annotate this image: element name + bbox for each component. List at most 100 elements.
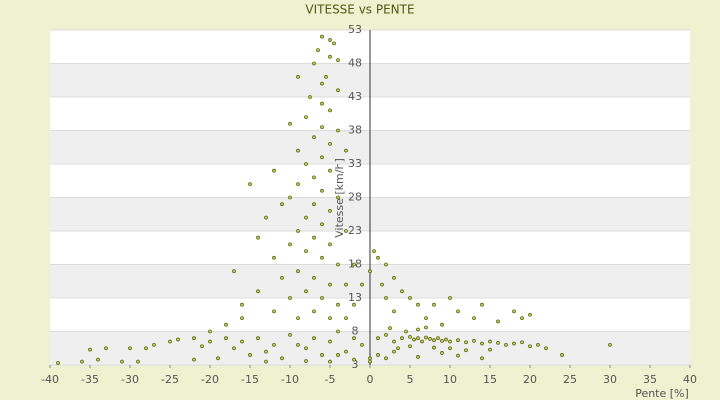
point: [352, 262, 356, 267]
point: [320, 125, 324, 130]
point: [504, 342, 508, 347]
point: [240, 339, 244, 344]
point: [320, 101, 324, 106]
point: [528, 312, 532, 317]
point: [528, 344, 532, 349]
point: [144, 346, 148, 351]
point: [320, 222, 324, 227]
x-tick-label: 10: [443, 373, 457, 386]
x-tick-label: 40: [683, 373, 697, 386]
point: [392, 275, 396, 280]
point: [324, 75, 328, 79]
point: [264, 359, 268, 364]
point: [312, 175, 316, 180]
point: [296, 148, 300, 153]
point: [416, 302, 420, 307]
point: [416, 336, 420, 341]
point: [120, 359, 124, 364]
point: [360, 342, 364, 347]
point: [448, 346, 452, 351]
point: [376, 353, 380, 357]
point: [312, 235, 316, 240]
point: [240, 316, 244, 321]
point: [536, 342, 540, 347]
point: [420, 339, 424, 344]
point: [352, 336, 356, 341]
point: [256, 336, 260, 341]
point: [328, 282, 332, 287]
point: [436, 336, 440, 341]
point: [320, 81, 324, 86]
x-tick-label: -5: [325, 373, 336, 386]
point: [544, 346, 548, 351]
point: [380, 282, 384, 287]
point: [440, 351, 444, 355]
point: [480, 341, 484, 346]
point: [248, 353, 252, 357]
point: [336, 329, 340, 334]
point: [372, 249, 376, 254]
point: [288, 121, 292, 126]
point: [336, 88, 340, 93]
point: [360, 282, 364, 287]
x-tick-label: 0: [367, 373, 374, 386]
point: [248, 182, 252, 187]
point: [488, 339, 492, 344]
point: [304, 115, 308, 119]
point: [384, 332, 388, 337]
point: [428, 336, 432, 341]
point: [448, 339, 452, 344]
point: [320, 255, 324, 260]
point: [312, 61, 316, 66]
point: [104, 346, 108, 351]
point: [272, 342, 276, 347]
point: [344, 148, 348, 153]
point: [240, 302, 244, 307]
point: [80, 359, 84, 364]
point: [336, 195, 340, 200]
point: [192, 336, 196, 341]
point: [136, 359, 140, 364]
point: [328, 54, 332, 59]
point: [304, 289, 308, 294]
point: [512, 309, 516, 314]
point: [344, 282, 348, 287]
point: [192, 357, 196, 362]
x-tick-label: -15: [241, 373, 259, 386]
point: [328, 316, 332, 321]
point: [376, 255, 380, 260]
point: [264, 215, 268, 220]
y-tick-label: 28: [348, 191, 362, 204]
point: [392, 339, 396, 344]
point: [368, 359, 372, 364]
y-tick-label: 43: [348, 90, 362, 103]
point: [520, 316, 524, 321]
point: [384, 356, 388, 361]
x-tick-label: -20: [201, 373, 219, 386]
point: [256, 235, 260, 240]
point: [232, 346, 236, 351]
point: [424, 316, 428, 321]
point: [464, 340, 468, 345]
point: [488, 347, 492, 352]
point: [412, 337, 416, 342]
point: [376, 336, 380, 341]
point: [608, 342, 612, 347]
point: [464, 348, 468, 353]
point: [224, 322, 228, 327]
point: [520, 340, 524, 345]
point: [344, 229, 348, 233]
point: [400, 336, 404, 341]
point: [480, 356, 484, 361]
point: [512, 341, 516, 346]
point: [328, 242, 332, 247]
point: [328, 339, 332, 344]
point: [424, 335, 428, 340]
y-tick-label: 13: [348, 291, 362, 304]
point: [328, 141, 332, 146]
point: [280, 356, 284, 361]
point: [128, 346, 132, 351]
point: [352, 302, 356, 307]
point: [296, 316, 300, 321]
